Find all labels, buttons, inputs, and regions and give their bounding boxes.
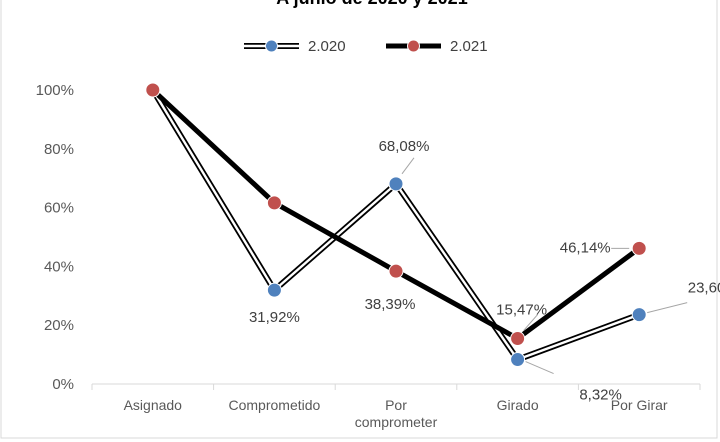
y-tick-label: 0% xyxy=(52,376,74,393)
data-point xyxy=(145,82,161,98)
data-label: 15,47% xyxy=(496,302,547,319)
label-leader-line xyxy=(523,314,538,331)
y-tick-label: 80% xyxy=(44,141,74,158)
legend: 2.020 2.021 xyxy=(244,38,488,55)
data-label: 38,39% xyxy=(365,296,416,313)
y-axis: 0% 20% 40% 60% 80% 100% xyxy=(36,82,74,393)
x-tick-label: Girado xyxy=(497,397,539,413)
data-point xyxy=(266,282,282,298)
label-leader-line xyxy=(401,157,415,175)
data-point xyxy=(266,195,282,211)
data-label: 31,92% xyxy=(249,309,300,326)
chart-title: A junio de 2020 y 2021 xyxy=(276,0,467,8)
y-tick-label: 40% xyxy=(44,258,74,275)
label-leader-line xyxy=(525,361,554,374)
data-labels: 31,92% 68,08% 8,32% 23,60% 38,39% 15,47% 46,14… xyxy=(249,138,720,404)
data-point xyxy=(388,176,404,192)
label-leader-line xyxy=(647,302,688,314)
y-tick-label: 20% xyxy=(44,317,74,334)
data-label: 68,08% xyxy=(379,138,430,155)
legend-label: 2.020 xyxy=(308,38,346,55)
data-point xyxy=(510,352,526,368)
legend-marker xyxy=(265,39,278,53)
legend-label: 2.021 xyxy=(450,38,488,55)
data-label: 8,32% xyxy=(579,387,622,404)
x-tick-label: Por Girar xyxy=(611,397,668,413)
legend-marker xyxy=(407,39,420,53)
y-tick-label: 60% xyxy=(44,200,74,217)
x-tick-label: Por xyxy=(385,397,407,413)
data-label: 23,60% xyxy=(688,280,720,297)
data-point xyxy=(631,240,647,256)
x-tick-label: Asignado xyxy=(124,397,183,413)
x-tick-label: comprometer xyxy=(355,414,438,430)
data-point xyxy=(388,263,404,279)
data-label: 46,14% xyxy=(560,239,611,256)
x-tick-label: Comprometido xyxy=(228,397,320,413)
y-tick-label: 100% xyxy=(36,82,74,99)
data-point xyxy=(510,331,526,347)
series-layer xyxy=(145,82,647,368)
data-point xyxy=(631,307,647,323)
